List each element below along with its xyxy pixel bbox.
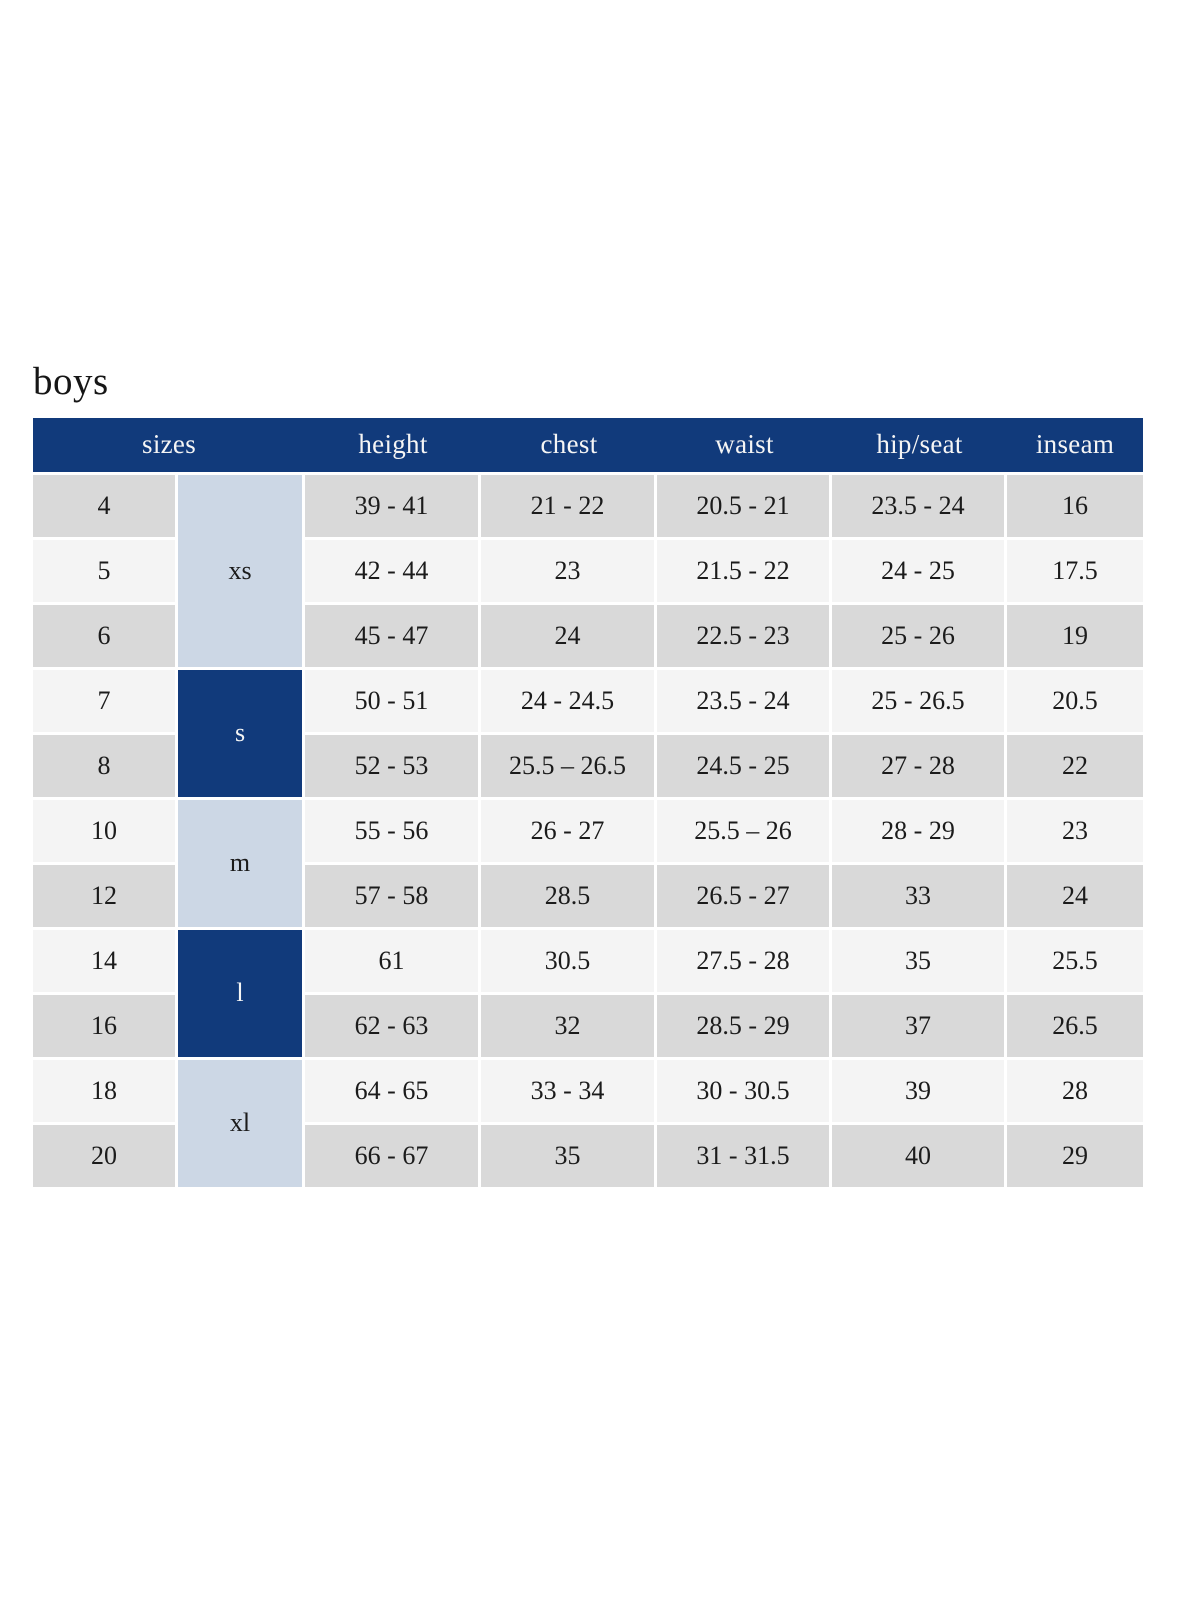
page-title: boys [33,360,109,403]
table-row-size-10: 10 m 55 - 56 26 - 27 25.5 – 26 28 - 29 23 [33,799,1144,930]
size-group-cell-s: s [178,669,306,800]
size-group-cell-xs: xs [178,474,306,670]
column-header-waist: waist [657,417,833,475]
inseam-cell: 29 [1007,1124,1144,1190]
height-cell: 64 - 65 [305,1059,482,1125]
waist-cell: 31 - 31.5 [657,1124,833,1190]
table-row-size-18: 18 xl 64 - 65 33 - 34 30 - 30.5 39 28 [33,1059,1144,1190]
size-guide-page: boys sizes height chest waist hip/seat i… [33,360,1144,1190]
height-cell: 57 - 58 [305,864,482,930]
table-row-size-14: 14 l 61 30.5 27.5 - 28 35 25.5 [33,929,1144,1060]
size-number-cell: 14 [33,929,178,995]
chest-cell: 28.5 [481,864,658,930]
size-number-cell: 5 [33,539,178,605]
hip-seat-cell: 39 [832,1059,1008,1125]
column-header-hip-seat: hip/seat [832,417,1008,475]
size-number-cell: 12 [33,864,178,930]
size-number-cell: 10 [33,799,178,865]
hip-seat-cell: 27 - 28 [832,734,1008,800]
inseam-cell: 28 [1007,1059,1144,1125]
inseam-cell: 26.5 [1007,994,1144,1060]
hip-seat-cell: 25 - 26.5 [832,669,1008,735]
table-row-size-16: 16 62 - 63 32 28.5 - 29 37 26.5 [33,994,1144,1060]
table-row-size-4: 4 xs 39 - 41 21 - 22 20.5 - 21 23.5 - 24 16 [33,474,1144,670]
waist-cell: 22.5 - 23 [657,604,833,670]
size-group-cell-xl: xl [178,1059,306,1190]
height-cell: 42 - 44 [305,539,482,605]
table-row-size-6: 6 45 - 47 24 22.5 - 23 25 - 26 19 [33,604,1144,670]
chest-cell: 33 - 34 [481,1059,658,1125]
size-number-cell: 6 [33,604,178,670]
inseam-cell: 17.5 [1007,539,1144,605]
chest-cell: 24 - 24.5 [481,669,658,735]
size-group-cell-m: m [178,799,306,930]
waist-cell: 21.5 - 22 [657,539,833,605]
chest-cell: 32 [481,994,658,1060]
waist-cell: 24.5 - 25 [657,734,833,800]
column-header-sizes: sizes [33,417,306,475]
inseam-cell: 25.5 [1007,929,1144,995]
chest-cell: 35 [481,1124,658,1190]
waist-cell: 27.5 - 28 [657,929,833,995]
chest-cell: 30.5 [481,929,658,995]
height-cell: 66 - 67 [305,1124,482,1190]
size-number-cell: 16 [33,994,178,1060]
table-row-size-12: 12 57 - 58 28.5 26.5 - 27 33 24 [33,864,1144,930]
size-group-cell-l: l [178,929,306,1060]
waist-cell: 25.5 – 26 [657,799,833,865]
waist-cell: 28.5 - 29 [657,994,833,1060]
hip-seat-cell: 25 - 26 [832,604,1008,670]
hip-seat-cell: 24 - 25 [832,539,1008,605]
height-cell: 61 [305,929,482,995]
hip-seat-cell: 33 [832,864,1008,930]
chest-cell: 24 [481,604,658,670]
table-body: 4 xs 39 - 41 21 - 22 20.5 - 21 23.5 - 24 16 5 42… [33,474,1144,1190]
header-row: sizes height chest waist hip/seat inseam [33,417,1144,475]
column-header-chest: chest [481,417,658,475]
hip-seat-cell: 35 [832,929,1008,995]
inseam-cell: 19 [1007,604,1144,670]
height-cell: 50 - 51 [305,669,482,735]
size-number-cell: 7 [33,669,178,735]
table-row-size-20: 20 66 - 67 35 31 - 31.5 40 29 [33,1124,1144,1190]
hip-seat-cell: 40 [832,1124,1008,1190]
inseam-cell: 22 [1007,734,1144,800]
chest-cell: 26 - 27 [481,799,658,865]
hip-seat-cell: 28 - 29 [832,799,1008,865]
hip-seat-cell: 37 [832,994,1008,1060]
size-number-cell: 20 [33,1124,178,1190]
waist-cell: 23.5 - 24 [657,669,833,735]
size-number-cell: 18 [33,1059,178,1125]
size-number-cell: 4 [33,474,178,540]
hip-seat-cell: 23.5 - 24 [832,474,1008,540]
chest-cell: 23 [481,539,658,605]
column-header-height: height [305,417,482,475]
height-cell: 45 - 47 [305,604,482,670]
inseam-cell: 23 [1007,799,1144,865]
chest-cell: 25.5 – 26.5 [481,734,658,800]
waist-cell: 20.5 - 21 [657,474,833,540]
chest-cell: 21 - 22 [481,474,658,540]
table-row-size-5: 5 42 - 44 23 21.5 - 22 24 - 25 17.5 [33,539,1144,605]
size-number-cell: 8 [33,734,178,800]
height-cell: 55 - 56 [305,799,482,865]
height-cell: 52 - 53 [305,734,482,800]
inseam-cell: 24 [1007,864,1144,930]
waist-cell: 26.5 - 27 [657,864,833,930]
waist-cell: 30 - 30.5 [657,1059,833,1125]
height-cell: 39 - 41 [305,474,482,540]
height-cell: 62 - 63 [305,994,482,1060]
inseam-cell: 16 [1007,474,1144,540]
column-header-inseam: inseam [1007,417,1144,475]
table-row-size-7: 7 s 50 - 51 24 - 24.5 23.5 - 24 25 - 26.5 20.5 [33,669,1144,800]
boys-size-chart-table: sizes height chest waist hip/seat inseam… [33,417,1144,1190]
inseam-cell: 20.5 [1007,669,1144,735]
table-row-size-8: 8 52 - 53 25.5 – 26.5 24.5 - 25 27 - 28 22 [33,734,1144,800]
